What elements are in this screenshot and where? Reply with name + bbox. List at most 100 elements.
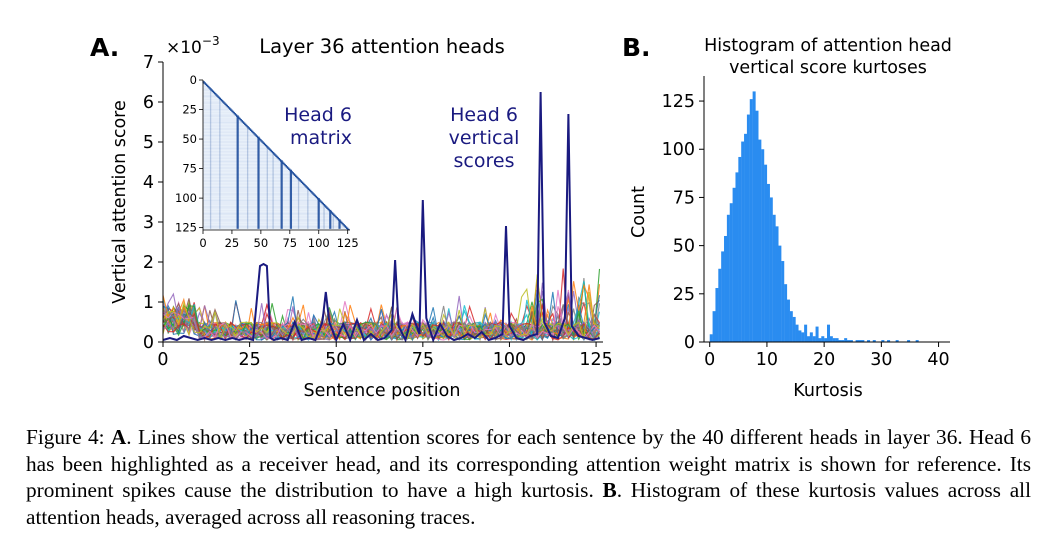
inset-faint-stripe xyxy=(297,178,300,229)
inset-diagonal-cell xyxy=(273,153,276,155)
histogram-bar xyxy=(746,114,750,342)
inset-diagonal-cell xyxy=(286,167,290,169)
b-y-tick-label: 0 xyxy=(684,333,695,353)
histogram-bar xyxy=(818,338,822,342)
inset-diagonal-cell xyxy=(266,146,269,148)
inset-diagonal-cell xyxy=(212,91,216,94)
histogram-bar xyxy=(824,338,828,342)
inset-diagonal-cell xyxy=(312,193,315,195)
y-tick-label: 4 xyxy=(143,173,154,193)
inset-y-ticks: 0 25 50 75 100 125 xyxy=(175,73,203,235)
b-y-tick-label: 75 xyxy=(673,188,695,208)
inset-diagonal-cell xyxy=(226,105,230,108)
histogram-bar xyxy=(907,340,911,342)
inset-diagonal-cell xyxy=(345,227,349,230)
inset-diagonal-cell xyxy=(227,107,231,109)
histogram-bar xyxy=(729,203,733,342)
histogram-bar xyxy=(786,299,790,342)
inset-diagonal-cell xyxy=(305,186,308,188)
panel-a-scale-base: ×10 xyxy=(166,38,202,58)
histogram-bar xyxy=(861,340,865,342)
histogram-bar xyxy=(732,187,736,342)
inset-diagonal-cell xyxy=(241,121,245,123)
inset-y-tick-label: 50 xyxy=(182,132,197,146)
inset-diagonal-cell xyxy=(249,129,253,132)
histogram-bar xyxy=(718,268,722,342)
histogram-bar xyxy=(789,311,793,342)
inset-diagonal-cell xyxy=(292,173,296,175)
inset-diagonal-cell xyxy=(234,114,238,116)
histogram-bar xyxy=(781,261,785,342)
inset-diagonal-cell xyxy=(284,165,288,167)
inset-diagonal-cell xyxy=(259,139,262,141)
inset-diagonal-cell xyxy=(344,226,348,228)
inset-diagonal-cell xyxy=(245,124,248,127)
histogram-bar xyxy=(809,332,813,342)
panel-a-scale-exp: −3 xyxy=(202,34,220,48)
caption-b-marker: B xyxy=(602,478,617,502)
inset-x-tick-label: 75 xyxy=(282,236,297,250)
y-tick-label: 6 xyxy=(143,93,154,113)
inset-faint-stripe xyxy=(272,152,274,229)
inset-head6-matrix: 0 25 50 75 100 125 0 25 50 75 100 125 Head 6 matri… xyxy=(175,73,359,250)
inset-x-tick-label: 100 xyxy=(308,236,330,250)
head-line xyxy=(162,308,600,341)
inset-diagonal-cell xyxy=(229,108,232,110)
inset-diagonal-cell xyxy=(267,147,270,149)
histogram-bar xyxy=(838,340,842,342)
panel-b-ylabel: Count xyxy=(629,186,649,238)
b-x-tick-label: 10 xyxy=(756,350,778,370)
histogram-bar xyxy=(744,133,748,342)
histogram-bar xyxy=(758,139,762,342)
b-y-tick-label: 100 xyxy=(662,140,695,160)
inset-stripe xyxy=(236,115,239,229)
histogram-bar xyxy=(724,235,728,342)
b-x-tick-label: 30 xyxy=(870,350,892,370)
inset-diagonal-cell xyxy=(277,157,281,160)
inset-faint-stripe xyxy=(266,146,268,229)
inset-y-tick-label: 125 xyxy=(175,221,197,235)
histogram-bar xyxy=(749,99,753,342)
inset-diagonal-cell xyxy=(209,88,212,90)
inset-diagonal-cell xyxy=(299,180,303,182)
inset-matrix-cells xyxy=(202,80,350,231)
inset-diagonal-cell xyxy=(230,109,233,111)
inset-diagonal-cell xyxy=(321,202,325,205)
inset-diagonal-cell xyxy=(335,217,338,219)
histogram-bar xyxy=(801,332,805,342)
caption-a-marker: A xyxy=(110,425,127,449)
histogram-bar xyxy=(806,336,810,342)
histogram-bar xyxy=(712,311,716,342)
inset-diagonal-cell xyxy=(274,154,277,156)
inset-diagonal-cell xyxy=(251,130,254,133)
histogram-bar xyxy=(847,340,851,342)
panel-b-x-ticks: 0 10 20 30 40 xyxy=(704,342,950,370)
y-tick-label: 2 xyxy=(143,253,154,273)
inset-diagonal-cell xyxy=(244,123,247,126)
inset-diagonal-cell xyxy=(268,148,271,150)
inset-diagonal-cell xyxy=(240,120,244,122)
histogram-bar xyxy=(755,110,759,342)
inset-diagonal-cell xyxy=(276,156,279,159)
inset-diagonal-cell xyxy=(275,155,278,157)
histogram-bar xyxy=(849,340,853,342)
inset-diagonal-cell xyxy=(285,166,289,168)
panel-b-xlabel: Kurtosis xyxy=(793,381,863,400)
x-tick-label: 0 xyxy=(157,350,168,370)
panel-b-title-line1: Histogram of attention head xyxy=(704,36,952,56)
histogram-bar xyxy=(752,91,756,342)
inset-label-line2: matrix xyxy=(290,127,352,149)
b-y-tick-label: 25 xyxy=(673,285,695,305)
inset-diagonal-cell xyxy=(323,205,327,207)
caption-fig-label: Figure 4: xyxy=(26,425,111,449)
inset-diagonal-cell xyxy=(330,212,334,214)
inset-faint-stripe xyxy=(246,126,249,229)
inset-diagonal-cell xyxy=(242,122,246,124)
inset-diagonal-cell xyxy=(310,191,313,193)
inset-diagonal-cell xyxy=(208,87,211,89)
histogram-bar xyxy=(895,340,899,342)
inset-diagonal-cell xyxy=(246,126,249,128)
inset-diagonal-cell xyxy=(326,207,329,209)
histogram-bar xyxy=(841,340,845,342)
panel-a-ylabel: Vertical attention score xyxy=(110,100,130,303)
